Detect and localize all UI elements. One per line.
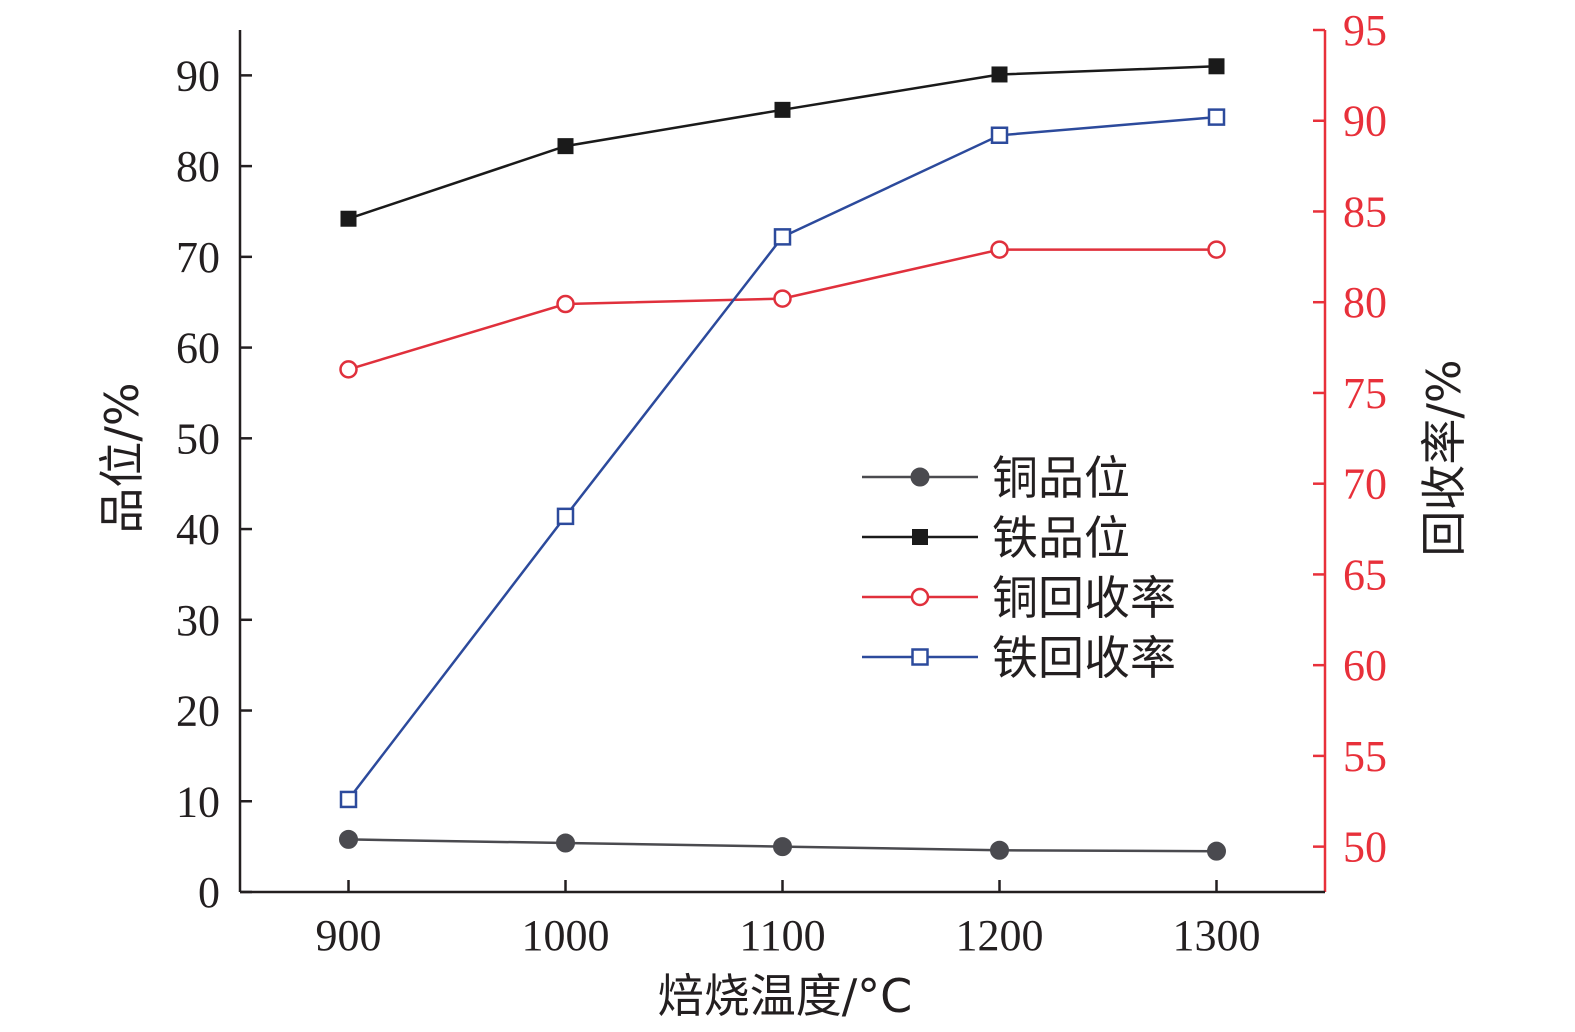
left-y-tick-label: 80 xyxy=(176,142,220,191)
x-tick-label: 900 xyxy=(316,911,382,960)
left-y-tick-label: 70 xyxy=(176,233,220,282)
x-tick-label: 1200 xyxy=(956,911,1044,960)
data-point xyxy=(773,837,792,857)
legend-marker xyxy=(910,467,930,487)
data-point xyxy=(774,101,791,118)
right-y-tick-label: 65 xyxy=(1343,550,1387,599)
legend-item: 铁回收率 xyxy=(862,631,1176,685)
x-tick-label: 1300 xyxy=(1173,911,1261,960)
legend-marker xyxy=(911,648,929,666)
x-axis-ticks: 900 1000 1100 1200 1300 xyxy=(316,880,1261,960)
x-tick-label: 1000 xyxy=(522,911,610,960)
right-y-tick-label: 50 xyxy=(1343,823,1387,872)
data-point xyxy=(339,829,358,849)
right-y-tick-label: 75 xyxy=(1343,369,1387,418)
right-y-tick-label: 60 xyxy=(1343,641,1387,690)
data-point xyxy=(1207,841,1226,861)
left-y-tick-label: 40 xyxy=(176,505,220,554)
x-axis-title: 焙烧温度/°C xyxy=(658,969,913,1023)
right-y-axis-ticks: 50 55 60 65 70 75 80 85 90 95 xyxy=(1313,6,1387,872)
legend-label: 铁品位 xyxy=(992,511,1130,565)
right-y-tick-label: 80 xyxy=(1343,278,1387,327)
data-point xyxy=(339,360,358,379)
series-2 xyxy=(340,58,1225,227)
right-y-tick-label: 95 xyxy=(1343,6,1387,55)
legend-item: 铜品位 xyxy=(862,451,1130,505)
data-point xyxy=(340,210,357,227)
left-y-tick-label: 30 xyxy=(176,596,220,645)
left-y-tick-label: 20 xyxy=(176,687,220,736)
right-y-tick-label: 70 xyxy=(1343,460,1387,509)
right-y-tick-label: 85 xyxy=(1343,187,1387,236)
legend-item: 铜回收率 xyxy=(862,571,1176,625)
legend-label: 铜品位 xyxy=(992,451,1130,505)
data-point xyxy=(990,126,1009,145)
legend-label: 铜回收率 xyxy=(992,571,1176,625)
data-point xyxy=(990,840,1009,860)
right-y-tick-label: 55 xyxy=(1343,732,1387,781)
data-point xyxy=(557,138,574,155)
series-3 xyxy=(339,240,1226,379)
right-y-axis-title: 回收率/% xyxy=(1417,359,1471,556)
x-tick-label: 1100 xyxy=(739,911,825,960)
data-point xyxy=(556,294,575,314)
data-point xyxy=(556,507,575,526)
left-y-tick-label: 90 xyxy=(176,51,220,100)
series-1 xyxy=(339,829,1226,861)
data-point xyxy=(1208,58,1225,75)
data-point xyxy=(1207,108,1226,126)
left-y-axis-title: 品位/% xyxy=(95,382,149,533)
data-point xyxy=(339,790,358,809)
legend-marker xyxy=(910,587,930,607)
left-y-tick-label: 10 xyxy=(176,777,220,826)
left-y-tick-label: 0 xyxy=(198,868,220,917)
series-line xyxy=(348,65,1217,220)
data-point xyxy=(990,240,1009,259)
left-y-tick-label: 50 xyxy=(176,414,220,463)
left-y-tick-label: 60 xyxy=(176,324,220,373)
data-point xyxy=(1207,240,1226,259)
data-point xyxy=(773,289,792,308)
data-point xyxy=(556,833,575,853)
right-y-tick-label: 90 xyxy=(1343,97,1387,146)
series-line xyxy=(348,248,1217,371)
series-4 xyxy=(339,108,1226,809)
plot-frame xyxy=(238,30,1327,894)
left-y-axis-ticks: 0 10 20 30 40 50 60 70 80 90 xyxy=(176,51,252,917)
legend-item: 铁品位 xyxy=(862,511,1130,565)
data-point xyxy=(773,228,792,246)
legend-marker xyxy=(912,529,928,545)
series-layer xyxy=(339,58,1226,861)
legend-label: 铁回收率 xyxy=(992,631,1176,685)
data-point xyxy=(991,66,1008,83)
